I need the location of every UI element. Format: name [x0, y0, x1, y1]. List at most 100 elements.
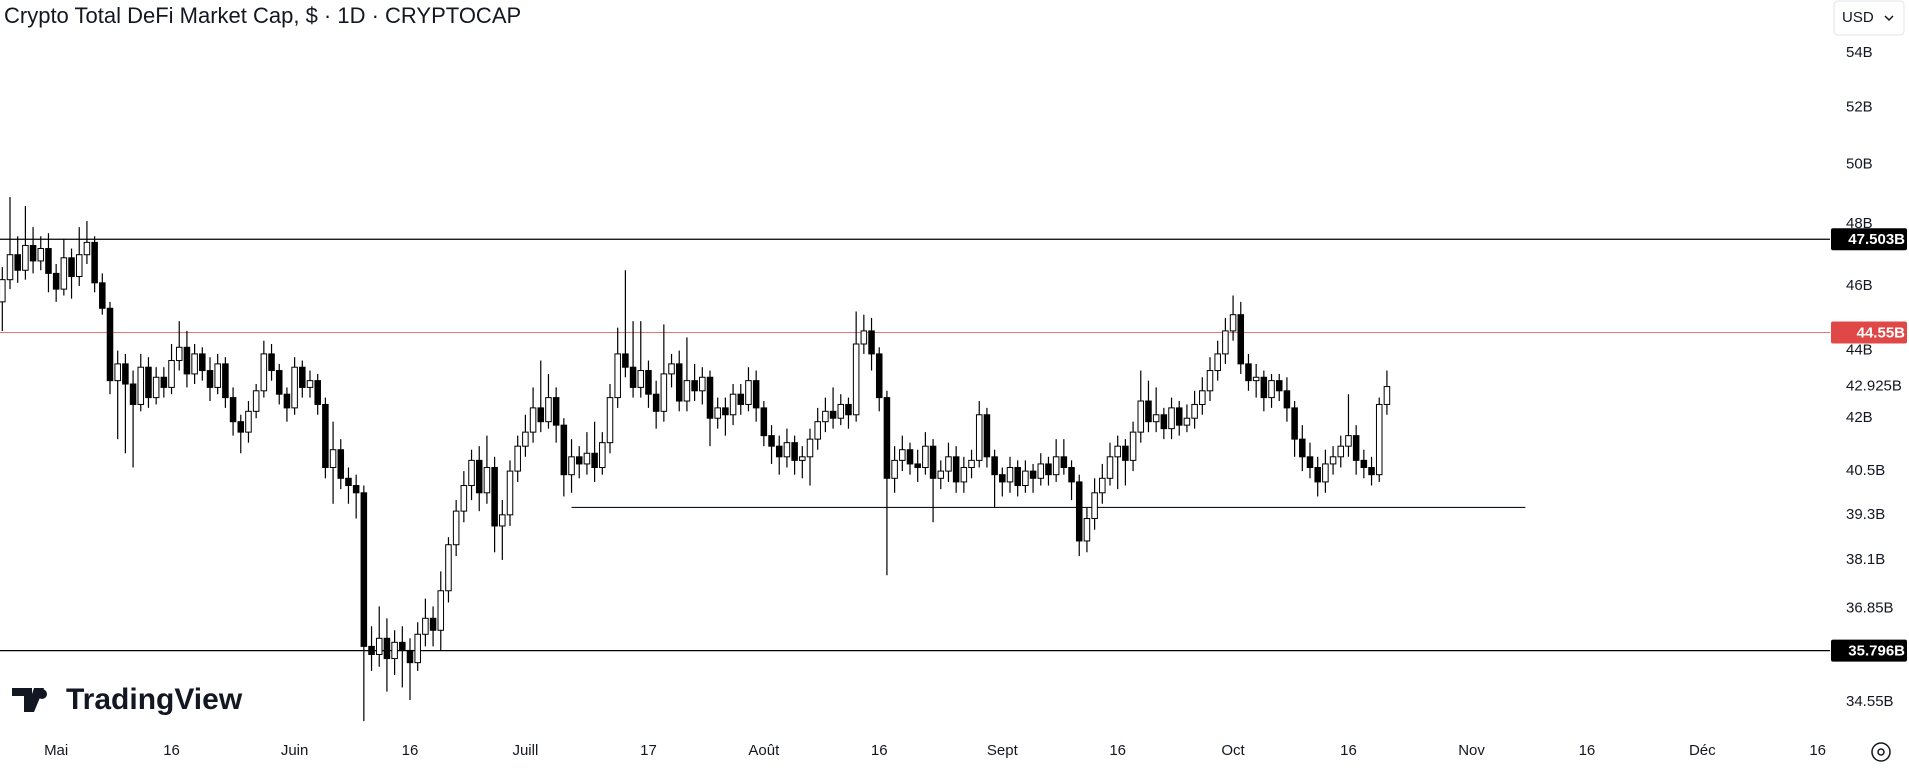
candle-body — [52, 272, 60, 290]
candle-body — [783, 442, 791, 458]
candle-body — [937, 470, 945, 479]
candle-body — [29, 244, 37, 262]
candle-body — [1360, 459, 1368, 469]
candle-body — [237, 421, 245, 433]
candle-body — [145, 366, 152, 399]
y-tick-label: 40.5B — [1846, 462, 1885, 479]
level-label: 35.796B — [1848, 643, 1905, 660]
currency-box[interactable] — [1833, 0, 1905, 36]
candle-body — [260, 353, 268, 392]
candle-body — [1368, 467, 1375, 476]
candle-body — [1229, 314, 1237, 332]
candle-body — [875, 353, 883, 399]
y-tick-label: 50B — [1846, 156, 1873, 173]
candle-body — [429, 617, 437, 631]
candle-body — [1006, 467, 1014, 483]
candle-body — [383, 637, 391, 660]
settings-ring[interactable] — [1871, 742, 1891, 762]
candle-body — [422, 617, 429, 635]
candle-body — [668, 363, 675, 375]
candle-body — [722, 407, 729, 416]
candle-body — [1052, 456, 1060, 476]
candle-body — [1175, 407, 1183, 426]
level-label-box — [1831, 321, 1907, 344]
x-tick-label: 16 — [871, 742, 888, 759]
candle-body — [845, 403, 852, 416]
candle-body — [1145, 400, 1152, 423]
x-tick-label: 16 — [1809, 742, 1826, 759]
candle-body — [1191, 403, 1198, 419]
candle-body — [252, 390, 260, 412]
currency-label[interactable]: USD — [1842, 9, 1874, 26]
candle-body — [22, 244, 29, 271]
candle-body — [1329, 456, 1337, 465]
candle-body — [152, 376, 160, 399]
candle-body — [652, 393, 660, 412]
candle-body — [1206, 370, 1214, 392]
candle-body — [883, 397, 891, 479]
candle-body — [1299, 438, 1306, 458]
y-tick-label: 44B — [1846, 342, 1873, 359]
candle-body — [452, 510, 460, 546]
candle-body — [352, 485, 360, 494]
candle-body — [906, 449, 914, 465]
candle-body — [1291, 407, 1298, 440]
candle-body — [6, 254, 14, 281]
candle-body — [1045, 463, 1052, 476]
candle-body — [483, 467, 491, 494]
candle-body — [729, 393, 737, 416]
x-tick-label: 16 — [1109, 742, 1126, 759]
candle-body — [360, 492, 368, 647]
candle-body — [1214, 353, 1221, 372]
candle-body — [283, 393, 291, 409]
settings-icon[interactable] — [1871, 742, 1891, 762]
candle-body — [622, 353, 629, 368]
x-tick-label: 16 — [402, 742, 419, 759]
candle-body — [1283, 390, 1291, 409]
candle-body — [314, 380, 321, 405]
candle-body — [1106, 456, 1114, 479]
y-tick-label: 54B — [1846, 44, 1873, 61]
level-label-box — [1831, 228, 1907, 251]
candle-body — [445, 544, 452, 592]
candle-body — [175, 346, 183, 362]
settings-core[interactable] — [1877, 748, 1885, 756]
chart-title: Crypto Total DeFi Market Cap, $ · 1D · C… — [4, 3, 521, 28]
candle-body — [945, 456, 952, 472]
candle-body — [706, 376, 714, 419]
candle-body — [1014, 467, 1021, 487]
candle-body — [1345, 435, 1352, 447]
candle-body — [368, 645, 375, 655]
candle-body — [191, 353, 198, 375]
candle-body — [929, 445, 937, 479]
x-tick-label: 17 — [640, 742, 657, 759]
candle-body — [806, 438, 814, 458]
candle-body — [1152, 414, 1160, 423]
candle-body — [1099, 477, 1106, 494]
candle-body — [737, 393, 745, 405]
candle-body — [1022, 470, 1029, 487]
candle-body — [222, 363, 229, 399]
candle-body — [275, 370, 283, 395]
candle-body — [1375, 403, 1383, 476]
candle-body — [299, 366, 306, 388]
candle-body — [1237, 314, 1245, 365]
candle-body — [268, 353, 275, 372]
y-tick-label: 36.85B — [1846, 599, 1894, 616]
dropdown-icon[interactable] — [1884, 15, 1894, 22]
candle-body — [37, 248, 45, 262]
candle-body — [391, 641, 398, 660]
currency-button[interactable]: USD — [1833, 0, 1905, 36]
candle-body — [752, 380, 760, 409]
y-tick-label: 48B — [1846, 215, 1873, 232]
candle-body — [675, 363, 683, 402]
candle-body — [245, 410, 252, 433]
candle-body — [522, 431, 529, 447]
candle-body — [491, 467, 498, 527]
candle-body — [852, 343, 860, 416]
y-tick-label: 39.3B — [1846, 506, 1885, 523]
level-label-box — [1831, 639, 1907, 662]
candle-body — [1129, 431, 1137, 461]
candle-body — [645, 370, 652, 395]
